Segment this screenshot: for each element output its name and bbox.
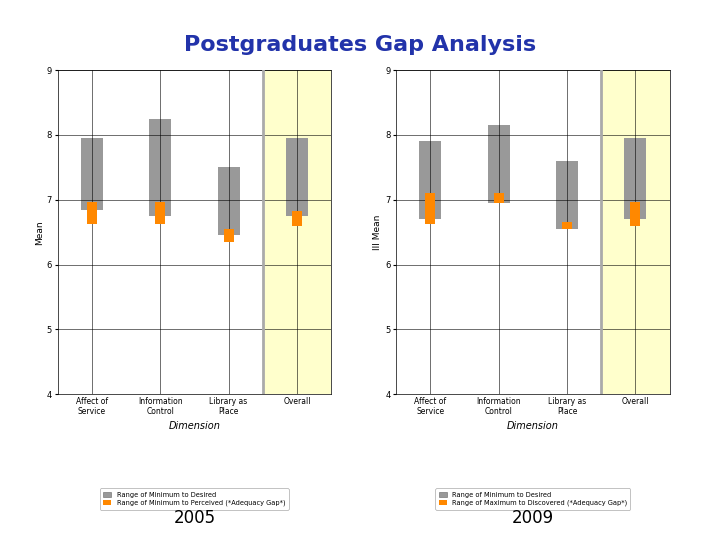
X-axis label: Dimension: Dimension: [507, 421, 559, 430]
Text: Postgraduates Gap Analysis: Postgraduates Gap Analysis: [184, 35, 536, 55]
Bar: [487, 125, 510, 203]
Legend: Range of Minimum to Desired, Range of Minimum to Perceived (*Adequacy Gap*): Range of Minimum to Desired, Range of Mi…: [100, 488, 289, 510]
Bar: [624, 138, 647, 219]
Bar: [149, 119, 171, 216]
Bar: [631, 202, 640, 226]
Bar: [263, 70, 331, 394]
Bar: [556, 161, 578, 229]
Text: 2005: 2005: [174, 509, 215, 528]
Text: 2009: 2009: [512, 509, 554, 528]
Bar: [292, 212, 302, 226]
Bar: [601, 70, 670, 394]
Bar: [87, 202, 96, 225]
Y-axis label: Ill Mean: Ill Mean: [373, 214, 382, 250]
Bar: [562, 222, 572, 229]
X-axis label: Dimension: Dimension: [168, 421, 220, 430]
Bar: [426, 193, 435, 225]
Legend: Range of Minimum to Desired, Range of Maximum to Discovered (*Adequacy Gap*): Range of Minimum to Desired, Range of Ma…: [435, 488, 631, 510]
Bar: [217, 167, 240, 235]
Y-axis label: Mean: Mean: [35, 220, 44, 245]
Bar: [419, 141, 441, 219]
Bar: [224, 229, 233, 242]
Bar: [81, 138, 103, 210]
Bar: [156, 202, 165, 225]
Bar: [286, 138, 308, 216]
Bar: [494, 193, 503, 203]
